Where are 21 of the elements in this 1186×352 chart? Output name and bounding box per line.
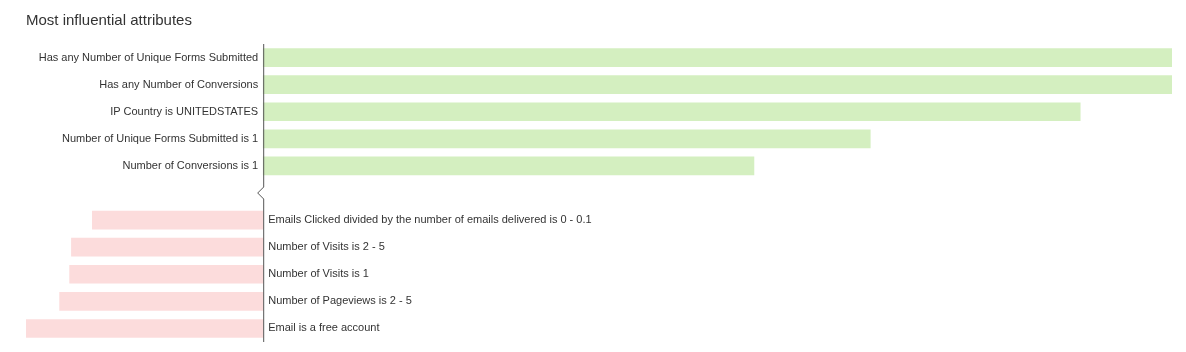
- bar: [262, 102, 1081, 122]
- y-tick-label: Number of Unique Forms Submitted is 1: [61, 131, 259, 144]
- y-tick-label: Email is a free account: [268, 321, 380, 334]
- y-tick-label: Number of Pageviews is 2 - 5: [268, 294, 412, 307]
- y-tick-label: Number of Visits is 1: [268, 267, 369, 280]
- y-tick-label: Number of Conversions is 1: [122, 158, 259, 171]
- y-tick-label: Has any Number of Unique Forms Submitted: [38, 50, 259, 63]
- bar: [262, 156, 755, 176]
- bar: [69, 264, 264, 284]
- y-tick-label: Number of Visits is 2 - 5: [268, 240, 385, 253]
- bar: [71, 237, 264, 257]
- bar: [92, 210, 264, 230]
- y-tick-label: IP Country is UNITEDSTATES: [110, 104, 259, 117]
- bar: [262, 129, 871, 149]
- bar: [59, 292, 264, 311]
- chart-title: Most influential attributes: [26, 11, 192, 29]
- bar: [262, 48, 1172, 67]
- y-tick-label: Has any Number of Conversions: [99, 77, 259, 90]
- y-tick-label: Emails Clicked divided by the number of emails delivered is 0 - 0.1: [268, 213, 592, 226]
- bar: [26, 319, 264, 338]
- bar: [262, 75, 1172, 94]
